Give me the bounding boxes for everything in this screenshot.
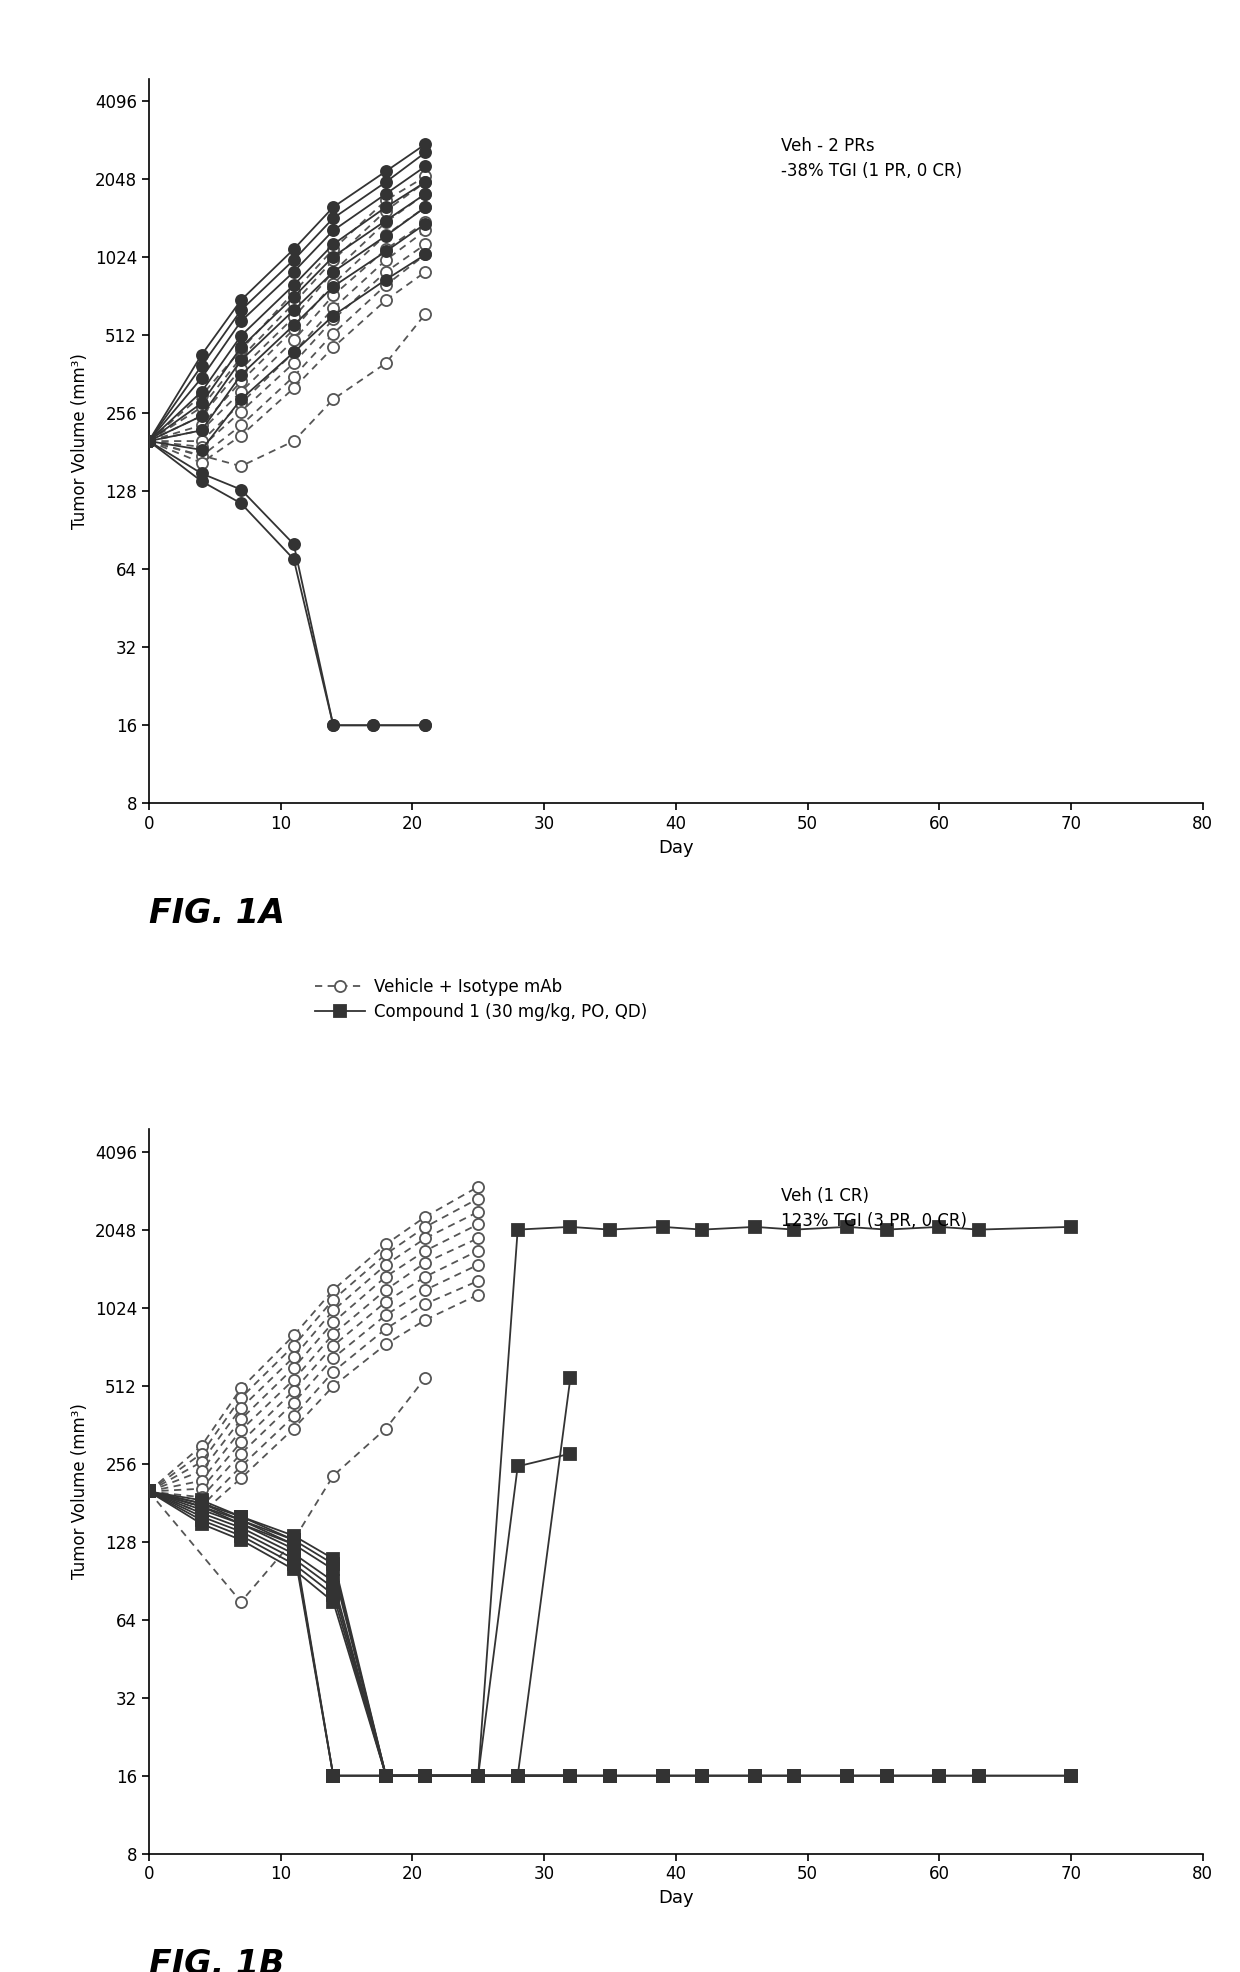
Anti-PD-L1 (6E11): [141, 430, 156, 454]
Vehicle + Isotype mAb: [378, 189, 393, 213]
Compound 1 (30 mg/kg, PO, QD): [286, 1528, 301, 1552]
Compound 1 (30 mg/kg, PO, QD): [563, 1763, 578, 1787]
Compound 1 (30 mg/kg, PO, QD): [378, 1763, 393, 1787]
Text: FIG. 1A: FIG. 1A: [149, 897, 285, 931]
Vehicle + Isotype mAb: [193, 385, 208, 408]
Anti-PD-L1 (6E11): [418, 132, 433, 156]
Line: Compound 1 (30 mg/kg, PO, QD): Compound 1 (30 mg/kg, PO, QD): [144, 1487, 1076, 1781]
Compound 1 (30 mg/kg, PO, QD): [932, 1763, 947, 1787]
Compound 1 (30 mg/kg, PO, QD): [748, 1763, 763, 1787]
Compound 1 (30 mg/kg, PO, QD): [694, 1763, 709, 1787]
Compound 1 (30 mg/kg, PO, QD): [471, 1763, 486, 1787]
Vehicle + Isotype mAb: [471, 1175, 486, 1199]
Line: Vehicle + Isotype mAb: Vehicle + Isotype mAb: [144, 1181, 484, 1497]
Vehicle + Isotype mAb: [193, 1434, 208, 1457]
Text: Veh (1 CR)
123% TGI (3 PR, 0 CR): Veh (1 CR) 123% TGI (3 PR, 0 CR): [781, 1187, 967, 1231]
Line: Anti-PD-L1 (6E11): Anti-PD-L1 (6E11): [144, 138, 432, 446]
Y-axis label: Tumor Volume (mm³): Tumor Volume (mm³): [71, 1404, 89, 1580]
Compound 1 (30 mg/kg, PO, QD): [787, 1763, 802, 1787]
X-axis label: Day: Day: [658, 1889, 693, 1907]
Compound 1 (30 mg/kg, PO, QD): [326, 1763, 341, 1787]
Vehicle + Isotype mAb: [326, 237, 341, 260]
Compound 1 (30 mg/kg, PO, QD): [418, 1763, 433, 1787]
Compound 1 (30 mg/kg, PO, QD): [879, 1763, 894, 1787]
Anti-PD-L1 (6E11): [378, 160, 393, 183]
Compound 1 (30 mg/kg, PO, QD): [603, 1763, 618, 1787]
Compound 1 (30 mg/kg, PO, QD): [141, 1479, 156, 1503]
Compound 1 (30 mg/kg, PO, QD): [1064, 1763, 1079, 1787]
Vehicle + Isotype mAb: [418, 166, 433, 189]
Line: Vehicle + Isotype mAb: Vehicle + Isotype mAb: [144, 172, 432, 446]
Vehicle + Isotype mAb: [141, 430, 156, 454]
Vehicle + Isotype mAb: [418, 1205, 433, 1229]
Anti-PD-L1 (6E11): [193, 343, 208, 367]
Text: FIG. 1B: FIG. 1B: [149, 1948, 284, 1972]
Anti-PD-L1 (6E11): [326, 195, 341, 219]
Vehicle + Isotype mAb: [233, 1376, 248, 1400]
Compound 1 (30 mg/kg, PO, QD): [971, 1763, 986, 1787]
Compound 1 (30 mg/kg, PO, QD): [655, 1763, 670, 1787]
Compound 1 (30 mg/kg, PO, QD): [233, 1505, 248, 1528]
Vehicle + Isotype mAb: [326, 1278, 341, 1302]
Text: Veh - 2 PRs
-38% TGI (1 PR, 0 CR): Veh - 2 PRs -38% TGI (1 PR, 0 CR): [781, 136, 962, 179]
Compound 1 (30 mg/kg, PO, QD): [193, 1491, 208, 1514]
Vehicle + Isotype mAb: [233, 337, 248, 361]
Legend: Vehicle + Isotype mAb, Compound 1 (30 mg/kg, PO, QD): Vehicle + Isotype mAb, Compound 1 (30 mg…: [315, 978, 647, 1021]
Anti-PD-L1 (6E11): [233, 288, 248, 312]
Compound 1 (30 mg/kg, PO, QD): [511, 1763, 526, 1787]
Anti-PD-L1 (6E11): [286, 237, 301, 260]
X-axis label: Day: Day: [658, 838, 693, 856]
Y-axis label: Tumor Volume (mm³): Tumor Volume (mm³): [71, 353, 89, 528]
Vehicle + Isotype mAb: [286, 1323, 301, 1347]
Compound 1 (30 mg/kg, PO, QD): [839, 1763, 854, 1787]
Vehicle + Isotype mAb: [141, 1479, 156, 1503]
Vehicle + Isotype mAb: [378, 1232, 393, 1256]
Vehicle + Isotype mAb: [286, 280, 301, 304]
